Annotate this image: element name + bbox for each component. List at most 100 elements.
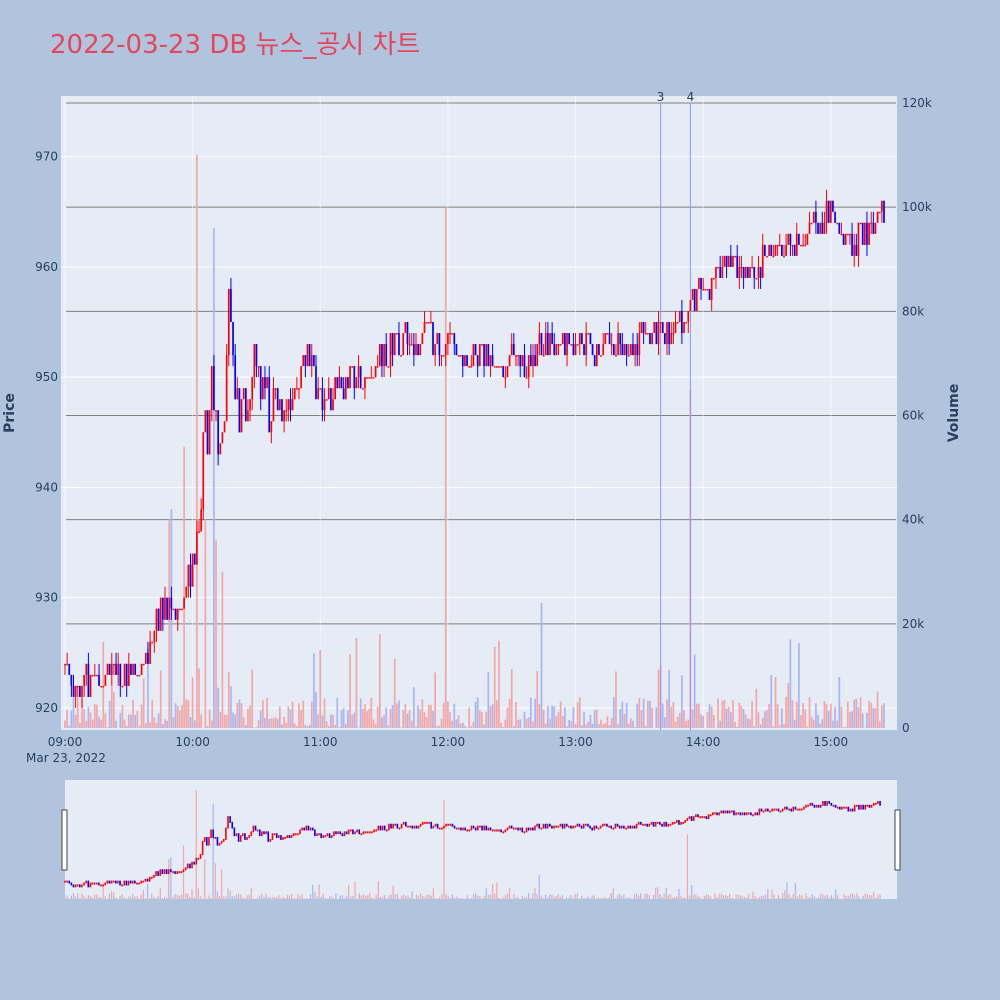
range-slider-candle <box>388 823 390 831</box>
range-slider-candle <box>98 882 100 886</box>
candle-body <box>415 344 417 356</box>
range-slider-volume-bar <box>352 896 354 899</box>
range-slider-volume-bar <box>595 898 597 899</box>
volume-axis-title: Volume <box>946 384 962 443</box>
candle-body <box>593 355 596 367</box>
range-slider-volume-bar <box>299 895 301 899</box>
candle-body <box>70 674 73 686</box>
candle-body <box>351 366 354 368</box>
range-slider-volume-bar <box>828 897 830 899</box>
volume-bar <box>144 723 147 728</box>
range-slider-volume-bar <box>318 884 320 899</box>
volume-bar <box>800 715 802 728</box>
candle-body <box>83 674 85 686</box>
volume-bar <box>342 707 345 728</box>
range-slider-candle <box>633 825 636 829</box>
range-slider-volume-bar <box>333 898 335 899</box>
candle-body <box>657 322 660 345</box>
range-slider-candle <box>104 882 107 886</box>
range-slider-volume-bar <box>166 897 168 899</box>
volume-bar <box>651 707 653 728</box>
volume-bar <box>393 658 396 728</box>
range-slider-candle <box>517 827 519 831</box>
range-slider-candle <box>398 827 401 830</box>
candle-body <box>344 377 347 400</box>
range-slider-left-handle[interactable] <box>61 809 68 871</box>
volume-bar <box>568 719 571 728</box>
range-slider-candle <box>193 861 195 865</box>
candle-body <box>215 410 217 412</box>
candle-body <box>725 255 728 267</box>
range-slider-candle <box>231 821 234 829</box>
range-slider-volume-bar <box>146 883 149 899</box>
candle-body <box>376 366 379 368</box>
range-slider-candle <box>297 833 299 836</box>
volume-bar <box>693 654 696 728</box>
candle-body <box>823 222 826 234</box>
range-slider-volume-bar <box>835 889 837 899</box>
volume-bar <box>283 716 285 728</box>
range-slider-right-handle[interactable] <box>894 809 901 871</box>
volume-bar <box>644 725 647 728</box>
range-slider-candle <box>574 825 577 828</box>
range-slider-candle <box>460 827 462 831</box>
range-slider-candle <box>610 825 612 829</box>
candle-body <box>419 344 422 356</box>
volume-bar <box>504 719 507 728</box>
range-slider-candle <box>167 869 170 875</box>
volume-bar <box>812 719 815 728</box>
range-slider-volume-bar <box>661 896 663 899</box>
range-slider-volume-bar <box>517 897 519 899</box>
range-slider-volume-bar <box>447 895 449 899</box>
candle-body <box>157 608 160 631</box>
volume-bar <box>578 697 581 728</box>
volume-bar <box>727 706 730 728</box>
range-slider-candle <box>146 878 149 882</box>
candle-body <box>193 553 196 565</box>
volume-bar <box>549 718 551 728</box>
candle-body <box>253 344 256 378</box>
candle-body <box>568 333 571 345</box>
range-slider-volume-bar <box>87 894 89 899</box>
range-slider-candle <box>654 821 657 827</box>
range-slider-volume-bar <box>805 893 807 899</box>
candle-body <box>719 266 722 278</box>
volume-bar <box>581 725 583 728</box>
range-slider-volume-bar <box>307 898 310 899</box>
volume-bar <box>236 703 239 728</box>
volume-bar <box>668 669 670 728</box>
range-slider-candle <box>563 823 566 829</box>
candle-body <box>770 244 773 256</box>
candle-body <box>536 344 539 367</box>
range-slider-candle <box>216 837 219 846</box>
volume-bar <box>649 700 651 728</box>
range-slider-candle <box>620 825 623 829</box>
range-slider-candle <box>284 837 286 840</box>
range-slider-candle <box>807 804 809 807</box>
price-axis-title: Price <box>2 393 18 433</box>
volume-bar <box>840 706 843 728</box>
candle-body <box>400 355 402 357</box>
range-slider-candle <box>125 880 128 886</box>
volume-bar <box>402 710 405 728</box>
candle-body <box>234 355 237 400</box>
range-slider-candle <box>580 825 583 829</box>
candle-body <box>800 244 802 247</box>
volume-bar <box>91 719 94 728</box>
candle-body <box>81 685 83 697</box>
range-slider-candle <box>701 816 704 819</box>
range-slider-volume-bar <box>428 894 430 899</box>
range-slider-candle <box>584 823 587 826</box>
volume-bar <box>434 672 436 728</box>
candle-body <box>853 244 856 256</box>
range-slider-volume-bar <box>796 896 799 899</box>
candle-body <box>383 344 385 367</box>
range-slider-candle <box>394 823 397 826</box>
volume-bar <box>200 714 202 728</box>
volume-bar <box>383 714 385 728</box>
range-slider-candle <box>424 821 426 824</box>
candle-body <box>413 344 415 356</box>
volume-bar <box>74 714 77 728</box>
range-slider-volume-bar <box>265 893 267 899</box>
range-slider-volume-bar <box>492 883 494 899</box>
